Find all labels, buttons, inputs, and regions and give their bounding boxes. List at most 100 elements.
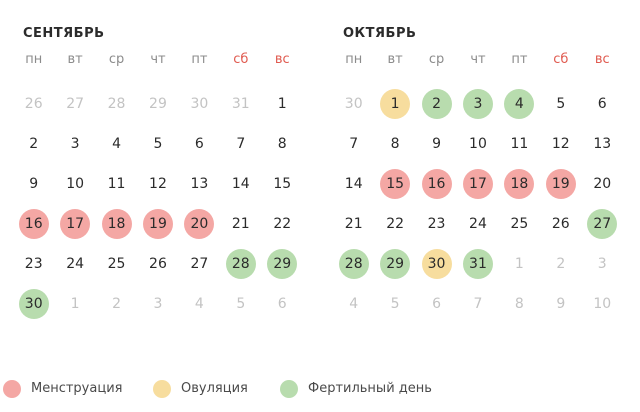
day-cell-other-month[interactable]: 3 xyxy=(137,284,178,324)
day-cell[interactable]: 15 xyxy=(262,164,303,204)
day-number: 13 xyxy=(593,136,612,152)
legend-label: Овуляция xyxy=(181,381,248,396)
day-cell-fertile[interactable]: 28 xyxy=(333,244,374,284)
weekday-header: пн вт ср чт пт сб вс xyxy=(333,50,623,70)
day-cell-other-month[interactable]: 5 xyxy=(220,284,261,324)
day-cell[interactable]: 4 xyxy=(96,124,137,164)
day-number: 22 xyxy=(273,216,292,232)
day-cell-other-month[interactable]: 9 xyxy=(540,284,581,324)
day-cell[interactable]: 11 xyxy=(96,164,137,204)
day-number: 16 xyxy=(18,209,49,239)
day-cell[interactable]: 26 xyxy=(540,204,581,244)
day-cell-other-month[interactable]: 30 xyxy=(179,84,220,124)
day-cell-fertile[interactable]: 31 xyxy=(457,244,498,284)
day-cell[interactable]: 27 xyxy=(179,244,220,284)
day-number: 10 xyxy=(593,296,612,312)
day-cell[interactable]: 8 xyxy=(374,124,415,164)
day-cell-other-month[interactable]: 30 xyxy=(333,84,374,124)
day-cell[interactable]: 7 xyxy=(220,124,261,164)
day-cell-other-month[interactable]: 3 xyxy=(582,244,623,284)
day-cell-ovulation[interactable]: 30 xyxy=(416,244,457,284)
week-row: 16 17 18 19 20 21 22 xyxy=(13,204,303,244)
day-cell[interactable]: 23 xyxy=(13,244,54,284)
day-cell-other-month[interactable]: 1 xyxy=(54,284,95,324)
day-cell[interactable]: 11 xyxy=(499,124,540,164)
day-cell-menstruation[interactable]: 16 xyxy=(13,204,54,244)
day-cell[interactable]: 10 xyxy=(457,124,498,164)
day-cell[interactable]: 9 xyxy=(13,164,54,204)
day-cell-other-month[interactable]: 2 xyxy=(96,284,137,324)
day-cell-menstruation[interactable]: 18 xyxy=(96,204,137,244)
day-cell-other-month[interactable]: 6 xyxy=(416,284,457,324)
day-cell-fertile[interactable]: 29 xyxy=(262,244,303,284)
day-cell[interactable]: 14 xyxy=(333,164,374,204)
day-number: 15 xyxy=(380,169,411,199)
day-number: 25 xyxy=(107,256,126,272)
day-cell-menstruation[interactable]: 18 xyxy=(499,164,540,204)
day-cell[interactable]: 10 xyxy=(54,164,95,204)
day-cell-other-month[interactable]: 6 xyxy=(262,284,303,324)
day-cell[interactable]: 12 xyxy=(540,124,581,164)
day-cell[interactable]: 1 xyxy=(262,84,303,124)
day-cell[interactable]: 7 xyxy=(333,124,374,164)
day-cell-fertile[interactable]: 28 xyxy=(220,244,261,284)
day-cell[interactable]: 13 xyxy=(582,124,623,164)
day-cell-other-month[interactable]: 10 xyxy=(582,284,623,324)
day-cell[interactable]: 23 xyxy=(416,204,457,244)
day-number: 4 xyxy=(349,296,359,312)
day-cell-other-month[interactable]: 29 xyxy=(137,84,178,124)
day-cell[interactable]: 5 xyxy=(540,84,581,124)
day-cell-other-month[interactable]: 2 xyxy=(540,244,581,284)
day-cell[interactable]: 21 xyxy=(333,204,374,244)
day-cell[interactable]: 25 xyxy=(499,204,540,244)
day-cell-other-month[interactable]: 4 xyxy=(179,284,220,324)
day-cell-menstruation[interactable]: 19 xyxy=(540,164,581,204)
day-cell-fertile[interactable]: 2 xyxy=(416,84,457,124)
day-number: 5 xyxy=(390,296,400,312)
week-row: 4 5 6 7 8 9 10 xyxy=(333,284,623,324)
day-cell[interactable]: 22 xyxy=(374,204,415,244)
day-cell-other-month[interactable]: 31 xyxy=(220,84,261,124)
day-cell[interactable]: 13 xyxy=(179,164,220,204)
day-cell-menstruation[interactable]: 20 xyxy=(179,204,220,244)
day-cell-fertile[interactable]: 4 xyxy=(499,84,540,124)
day-cell-other-month[interactable]: 5 xyxy=(374,284,415,324)
day-cell[interactable]: 2 xyxy=(13,124,54,164)
week-row: 2 3 4 5 6 7 8 xyxy=(13,124,303,164)
day-cell-fertile[interactable]: 27 xyxy=(582,204,623,244)
day-cell-other-month[interactable]: 7 xyxy=(457,284,498,324)
day-cell[interactable]: 24 xyxy=(54,244,95,284)
day-cell[interactable]: 25 xyxy=(96,244,137,284)
day-cell[interactable]: 20 xyxy=(582,164,623,204)
day-cell[interactable]: 12 xyxy=(137,164,178,204)
day-cell[interactable]: 14 xyxy=(220,164,261,204)
day-cell-other-month[interactable]: 1 xyxy=(499,244,540,284)
day-cell[interactable]: 22 xyxy=(262,204,303,244)
day-cell[interactable]: 9 xyxy=(416,124,457,164)
day-cell-menstruation[interactable]: 16 xyxy=(416,164,457,204)
day-cell-fertile[interactable]: 3 xyxy=(457,84,498,124)
day-cell-ovulation[interactable]: 1 xyxy=(374,84,415,124)
day-cell[interactable]: 26 xyxy=(137,244,178,284)
day-cell-other-month[interactable]: 26 xyxy=(13,84,54,124)
day-cell-menstruation[interactable]: 17 xyxy=(54,204,95,244)
day-number: 25 xyxy=(510,216,529,232)
day-cell-fertile[interactable]: 30 xyxy=(13,284,54,324)
day-cell-other-month[interactable]: 27 xyxy=(54,84,95,124)
day-cell[interactable]: 21 xyxy=(220,204,261,244)
day-cell-menstruation[interactable]: 17 xyxy=(457,164,498,204)
day-cell[interactable]: 3 xyxy=(54,124,95,164)
day-cell-other-month[interactable]: 8 xyxy=(499,284,540,324)
day-cell[interactable]: 6 xyxy=(582,84,623,124)
day-cell-other-month[interactable]: 28 xyxy=(96,84,137,124)
day-cell[interactable]: 6 xyxy=(179,124,220,164)
legend-item-fertile: Фертильный день xyxy=(280,379,432,399)
day-number: 21 xyxy=(344,216,363,232)
day-cell-fertile[interactable]: 29 xyxy=(374,244,415,284)
day-cell-menstruation[interactable]: 19 xyxy=(137,204,178,244)
day-cell-other-month[interactable]: 4 xyxy=(333,284,374,324)
day-cell[interactable]: 5 xyxy=(137,124,178,164)
day-cell-menstruation[interactable]: 15 xyxy=(374,164,415,204)
day-cell[interactable]: 24 xyxy=(457,204,498,244)
day-cell[interactable]: 8 xyxy=(262,124,303,164)
